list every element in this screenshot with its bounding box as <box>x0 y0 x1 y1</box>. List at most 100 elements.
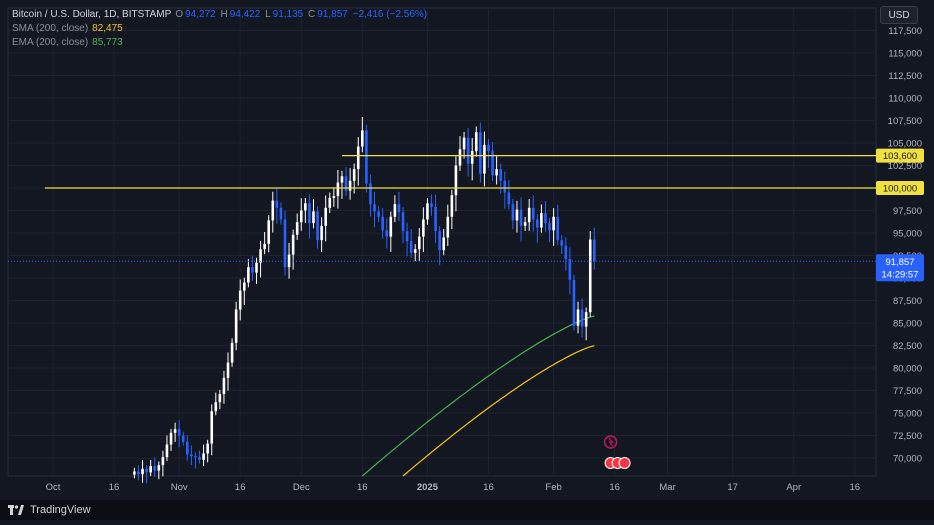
candle-body[interactable] <box>438 231 441 251</box>
candle-body[interactable] <box>206 443 209 454</box>
candle-body[interactable] <box>434 206 437 232</box>
candle-body[interactable] <box>385 230 389 237</box>
ema-line[interactable] <box>361 315 595 477</box>
candle-body[interactable] <box>446 216 450 238</box>
candle-body[interactable] <box>328 197 332 208</box>
sma-line[interactable] <box>402 345 595 477</box>
candle-body[interactable] <box>222 377 226 395</box>
candle-body[interactable] <box>275 200 279 208</box>
candle-body[interactable] <box>556 216 559 241</box>
candle-body[interactable] <box>247 267 250 283</box>
candle-body[interactable] <box>340 176 344 183</box>
candle-body[interactable] <box>141 468 144 475</box>
candle-body[interactable] <box>287 254 291 268</box>
candle-body[interactable] <box>487 144 490 152</box>
legend-ema-row[interactable]: EMA (200, close) 85,773 <box>12 36 429 50</box>
candle-body[interactable] <box>527 207 531 223</box>
candle-body[interactable] <box>491 151 494 176</box>
candle-body[interactable] <box>291 234 295 255</box>
candle-body[interactable] <box>218 394 222 403</box>
candle-body[interactable] <box>173 429 177 433</box>
candle-body[interactable] <box>259 249 262 263</box>
candle-body[interactable] <box>377 211 380 217</box>
candle-body[interactable] <box>426 203 429 220</box>
candle-body[interactable] <box>190 454 193 457</box>
candle-body[interactable] <box>161 457 165 466</box>
candle-body[interactable] <box>214 402 218 412</box>
candle-body[interactable] <box>299 210 303 223</box>
candle-body[interactable] <box>568 259 572 280</box>
candle-body[interactable] <box>442 237 446 251</box>
candle-body[interactable] <box>503 180 507 193</box>
candle-body[interactable] <box>210 411 214 444</box>
candle-body[interactable] <box>344 176 348 191</box>
candle-body[interactable] <box>401 212 405 232</box>
candle-body[interactable] <box>418 236 421 250</box>
symbol-title[interactable]: Bitcoin / U.S. Dollar, 1D, BITSTAMP <box>12 9 172 20</box>
economic-event-icon[interactable] <box>618 457 631 469</box>
candle-body[interactable] <box>458 149 462 166</box>
candle-body[interactable] <box>499 169 502 181</box>
candle-body[interactable] <box>308 203 311 224</box>
candle-body[interactable] <box>552 216 555 231</box>
candle-body[interactable] <box>295 222 299 235</box>
candle-body[interactable] <box>483 144 486 174</box>
candle-body[interactable] <box>572 279 576 326</box>
candle-body[interactable] <box>271 200 275 221</box>
candle-body[interactable] <box>324 207 327 226</box>
candle-body[interactable] <box>181 435 185 442</box>
candle-body[interactable] <box>422 219 425 237</box>
candle-body[interactable] <box>580 309 584 327</box>
candle-body[interactable] <box>515 209 519 221</box>
news-event-icon[interactable] <box>603 435 618 449</box>
candle-body[interactable] <box>462 137 466 150</box>
candle-body[interactable] <box>405 231 409 242</box>
candle-body[interactable] <box>267 220 271 244</box>
candle-body[interactable] <box>137 471 140 475</box>
candle-body[interactable] <box>165 444 169 458</box>
candle-body[interactable] <box>474 132 478 152</box>
brand-name[interactable]: TradingView <box>30 504 91 516</box>
candle-body[interactable] <box>157 465 161 471</box>
candle-body[interactable] <box>226 362 230 378</box>
candle-body[interactable] <box>536 219 539 228</box>
candle-body[interactable] <box>198 457 201 460</box>
candle-body[interactable] <box>560 240 564 246</box>
candle-body[interactable] <box>186 441 189 455</box>
candle-body[interactable] <box>356 146 360 170</box>
candle-body[interactable] <box>450 195 454 217</box>
candle-body[interactable] <box>409 241 413 253</box>
candle-body[interactable] <box>511 204 515 221</box>
candle-body[interactable] <box>348 180 352 191</box>
candle-body[interactable] <box>413 249 417 253</box>
candle-body[interactable] <box>369 183 372 205</box>
candle-body[interactable] <box>544 213 547 224</box>
candle-body[interactable] <box>548 223 551 231</box>
candle-body[interactable] <box>255 262 258 273</box>
candle-body[interactable] <box>279 207 283 220</box>
candle-body[interactable] <box>393 204 397 217</box>
candle-body[interactable] <box>263 243 266 250</box>
candle-body[interactable] <box>576 309 580 326</box>
candle-body[interactable] <box>584 312 588 327</box>
candle-body[interactable] <box>202 453 205 460</box>
candle-body[interactable] <box>234 309 238 343</box>
candle-body[interactable] <box>523 222 527 226</box>
candle-body[interactable] <box>507 192 511 205</box>
candle-body[interactable] <box>593 239 596 262</box>
currency-button[interactable]: USD <box>880 6 918 24</box>
candle-body[interactable] <box>230 342 234 363</box>
candle-body[interactable] <box>430 203 433 207</box>
candle-body[interactable] <box>531 207 535 220</box>
candle-body[interactable] <box>312 211 315 224</box>
candle-body[interactable] <box>177 429 181 436</box>
candle-body[interactable] <box>373 204 376 212</box>
candle-body[interactable] <box>466 137 470 164</box>
candle-body[interactable] <box>145 468 148 473</box>
candle-body[interactable] <box>389 216 393 237</box>
candle-body[interactable] <box>397 204 401 213</box>
candle-body[interactable] <box>454 165 458 196</box>
candle-body[interactable] <box>149 466 152 473</box>
